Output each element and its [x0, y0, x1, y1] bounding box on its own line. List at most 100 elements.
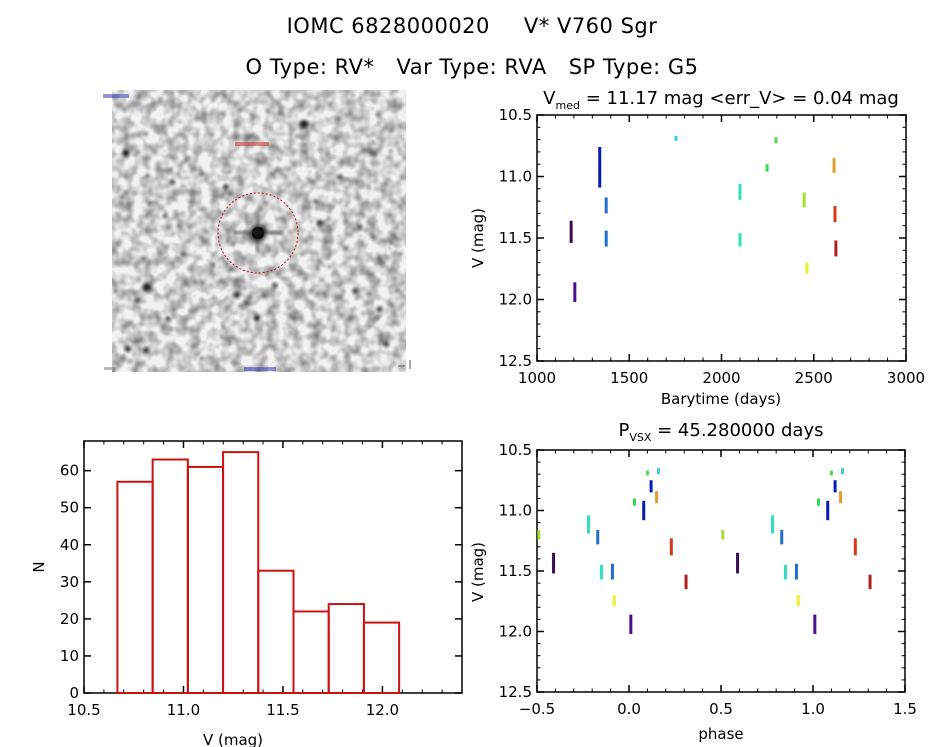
phased-frame [536, 449, 906, 693]
histogram-bar [222, 451, 260, 694]
faint-star [327, 134, 332, 139]
faint-star [207, 258, 209, 261]
faint-star [227, 169, 232, 174]
faint-star [294, 263, 298, 267]
faint-star [278, 111, 283, 116]
x-tick-label: 1500 [610, 369, 648, 387]
faint-star [300, 136, 304, 139]
bright-star [143, 283, 151, 291]
faint-star [128, 321, 132, 325]
lightcurve-point-group [833, 206, 837, 223]
image-bottom-left-label-smudge [104, 367, 116, 370]
faint-star [209, 132, 214, 137]
faint-star [193, 295, 196, 298]
faint-star [287, 305, 291, 309]
faint-star [113, 119, 117, 123]
phased-point-group [642, 500, 646, 521]
phased-tick-labels: −0.5 0.0 0.5 1.0 1.5 10.5 11.0 11.5 12.0 12.5 [499, 441, 917, 718]
faint-star [208, 187, 211, 190]
histogram-bar [151, 458, 189, 694]
faint-star [389, 127, 393, 132]
faint-star [121, 355, 125, 358]
histogram-bar [362, 621, 401, 695]
faint-star [352, 205, 355, 208]
phased-ylabel: V (mag) [469, 542, 487, 602]
faint-star [185, 158, 189, 161]
bright-star [352, 288, 358, 294]
faint-star [376, 255, 382, 260]
faint-star [362, 147, 367, 153]
lightcurve-frame [536, 114, 907, 362]
x-tick-label: 12.0 [366, 701, 399, 719]
faint-star [374, 316, 378, 319]
lightcurve-point-group [604, 230, 608, 247]
histogram-bars [116, 451, 401, 695]
faint-star [371, 107, 374, 111]
faint-star [359, 91, 362, 94]
y-tick-label: 12.0 [499, 291, 532, 309]
faint-star [226, 197, 230, 202]
bright-star [300, 120, 308, 128]
faint-star [264, 122, 268, 126]
faint-star [376, 279, 381, 284]
bright-star [377, 306, 383, 312]
y-tick-label: 10.5 [499, 106, 532, 124]
phased-point-group [684, 574, 688, 590]
faint-star [266, 109, 271, 114]
phased-point-group [840, 468, 844, 475]
phased-point-group [794, 563, 798, 580]
target-label-smudge [235, 142, 269, 146]
bright-star [273, 283, 277, 287]
faint-star [329, 184, 332, 186]
faint-star [388, 149, 393, 154]
lightcurve-point-group [774, 137, 778, 144]
faint-star [261, 292, 267, 298]
faint-star [181, 161, 184, 164]
faint-star [176, 272, 179, 276]
faint-star [140, 129, 144, 134]
faint-star [129, 297, 132, 301]
faint-star [390, 251, 396, 256]
x-tick-label: 2500 [795, 369, 833, 387]
faint-star [135, 299, 138, 303]
faint-star [216, 92, 220, 96]
faint-star [235, 194, 241, 199]
faint-star [168, 167, 173, 172]
faint-star [132, 103, 136, 107]
faint-star [350, 93, 355, 98]
faint-star [379, 350, 382, 352]
histogram-plot: 10.5 11.0 11.5 12.0 0 10 20 30 40 50 60 V (mag) N [30, 440, 463, 747]
faint-star [341, 291, 344, 295]
faint-star [332, 344, 335, 346]
phased-point-group [656, 468, 660, 475]
faint-star [360, 214, 364, 218]
faint-star [242, 286, 247, 290]
faint-star [229, 266, 234, 271]
faint-star [373, 149, 377, 153]
faint-star [327, 317, 331, 321]
faint-star [288, 244, 291, 247]
faint-star [127, 359, 132, 364]
faint-star [193, 310, 195, 313]
faint-star [270, 127, 273, 130]
faint-star [295, 134, 299, 138]
faint-star [370, 235, 375, 239]
faint-star [219, 335, 222, 338]
faint-star [315, 267, 320, 272]
bright-star [358, 225, 362, 229]
faint-star [258, 325, 262, 329]
faint-star [160, 204, 165, 209]
faint-star [376, 114, 381, 118]
faint-star [378, 230, 383, 235]
lightcurve-ticks [536, 114, 907, 362]
phased-point-group [537, 529, 541, 540]
y-tick-label: 20 [60, 610, 79, 628]
faint-star [160, 234, 163, 237]
faint-star [366, 192, 369, 195]
faint-star [283, 277, 286, 280]
faint-star [333, 128, 339, 133]
faint-star [394, 250, 397, 253]
faint-star [287, 229, 291, 233]
faint-star [171, 233, 175, 237]
faint-star [115, 104, 120, 109]
